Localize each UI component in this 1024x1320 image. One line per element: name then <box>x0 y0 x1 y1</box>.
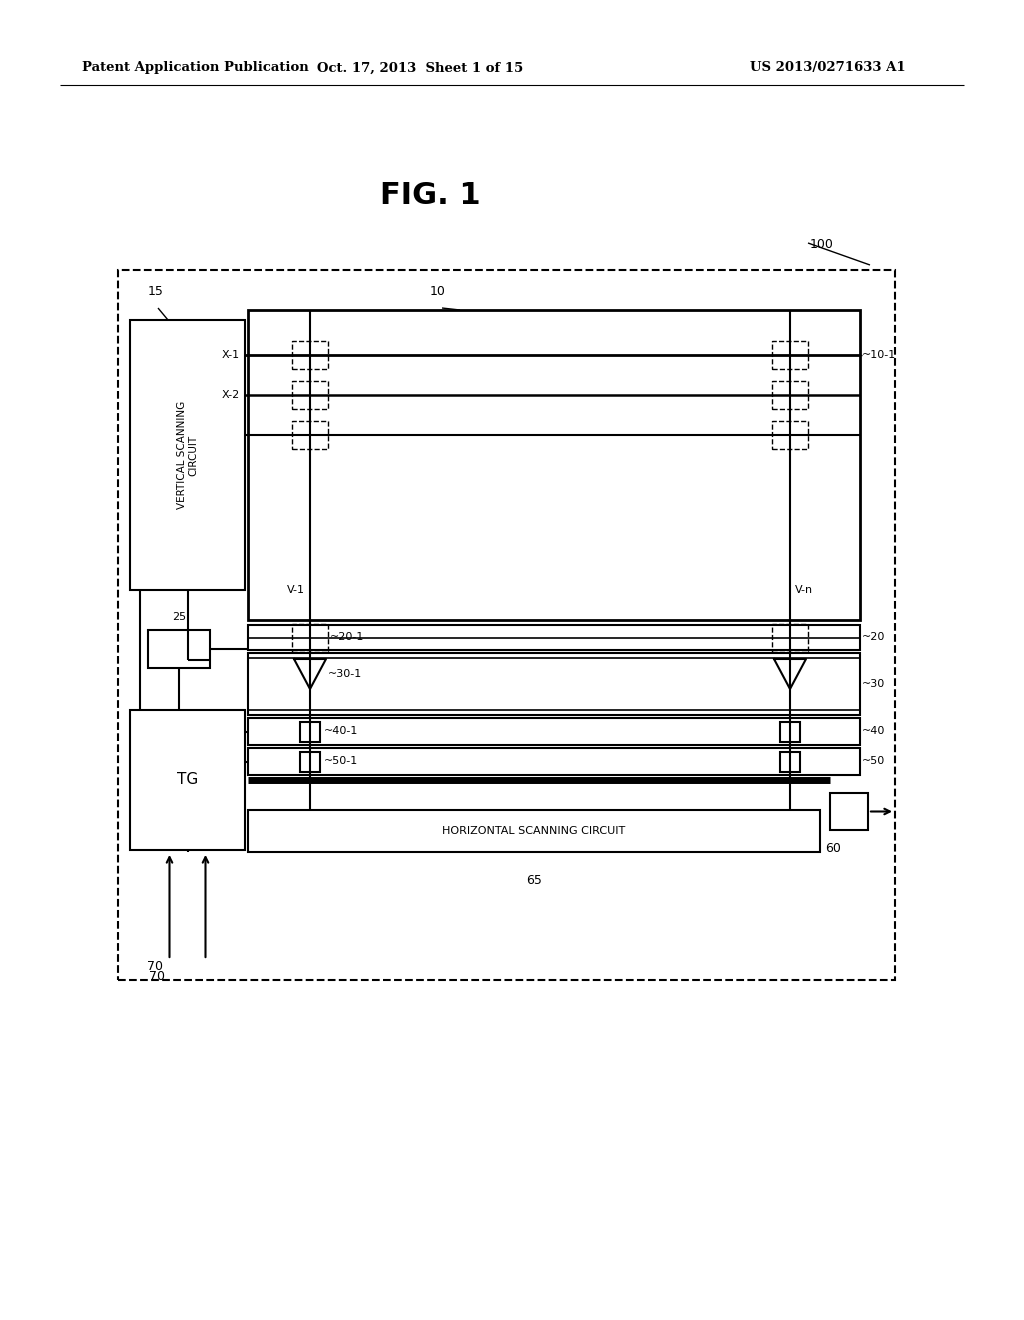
Bar <box>248 810 820 851</box>
Text: 15: 15 <box>148 285 164 298</box>
Bar <box>300 751 319 771</box>
Text: HORIZONTAL SCANNING CIRCUIT: HORIZONTAL SCANNING CIRCUIT <box>442 826 626 836</box>
Text: ~40: ~40 <box>862 726 886 737</box>
Text: X-2: X-2 <box>222 389 240 400</box>
Bar <box>292 421 328 449</box>
Bar <box>292 341 328 370</box>
Bar <box>248 624 860 649</box>
Bar <box>248 748 860 775</box>
Text: US 2013/0271633 A1: US 2013/0271633 A1 <box>750 62 905 74</box>
Bar <box>248 653 860 715</box>
Bar <box>780 722 800 742</box>
Text: V-1: V-1 <box>287 585 305 595</box>
Bar <box>248 718 860 744</box>
Text: ~50-1: ~50-1 <box>324 756 358 767</box>
Text: 60: 60 <box>825 842 841 855</box>
Bar <box>292 623 328 652</box>
Text: ~20-1: ~20-1 <box>330 632 365 643</box>
Text: 100: 100 <box>810 238 834 251</box>
Text: X-1: X-1 <box>222 350 240 360</box>
Text: VERTICAL SCANNING
CIRCUIT: VERTICAL SCANNING CIRCUIT <box>177 401 199 510</box>
Bar <box>772 381 808 409</box>
Bar <box>830 793 868 830</box>
Bar <box>772 623 808 652</box>
Bar <box>292 381 328 409</box>
Text: 70: 70 <box>150 970 166 983</box>
Text: 70: 70 <box>147 960 163 973</box>
Text: 65: 65 <box>526 874 542 887</box>
Bar <box>118 271 895 979</box>
Bar <box>772 421 808 449</box>
Bar <box>130 319 245 590</box>
Bar <box>148 630 210 668</box>
Bar <box>248 310 860 620</box>
Text: Patent Application Publication: Patent Application Publication <box>82 62 309 74</box>
Text: ~30: ~30 <box>862 678 886 689</box>
Text: V-n: V-n <box>795 585 813 595</box>
Text: ~40-1: ~40-1 <box>324 726 358 737</box>
Text: ~50: ~50 <box>862 756 886 767</box>
Text: ~10-1: ~10-1 <box>862 350 896 360</box>
Bar <box>780 751 800 771</box>
Bar <box>772 341 808 370</box>
Bar <box>300 722 319 742</box>
Bar <box>130 710 245 850</box>
Text: Oct. 17, 2013  Sheet 1 of 15: Oct. 17, 2013 Sheet 1 of 15 <box>316 62 523 74</box>
Text: 25: 25 <box>172 612 186 622</box>
Text: ~20: ~20 <box>862 632 886 643</box>
Text: ~30-1: ~30-1 <box>328 669 362 678</box>
Text: FIG. 1: FIG. 1 <box>380 181 480 210</box>
Text: TG: TG <box>177 772 198 788</box>
Text: 10: 10 <box>430 285 445 298</box>
